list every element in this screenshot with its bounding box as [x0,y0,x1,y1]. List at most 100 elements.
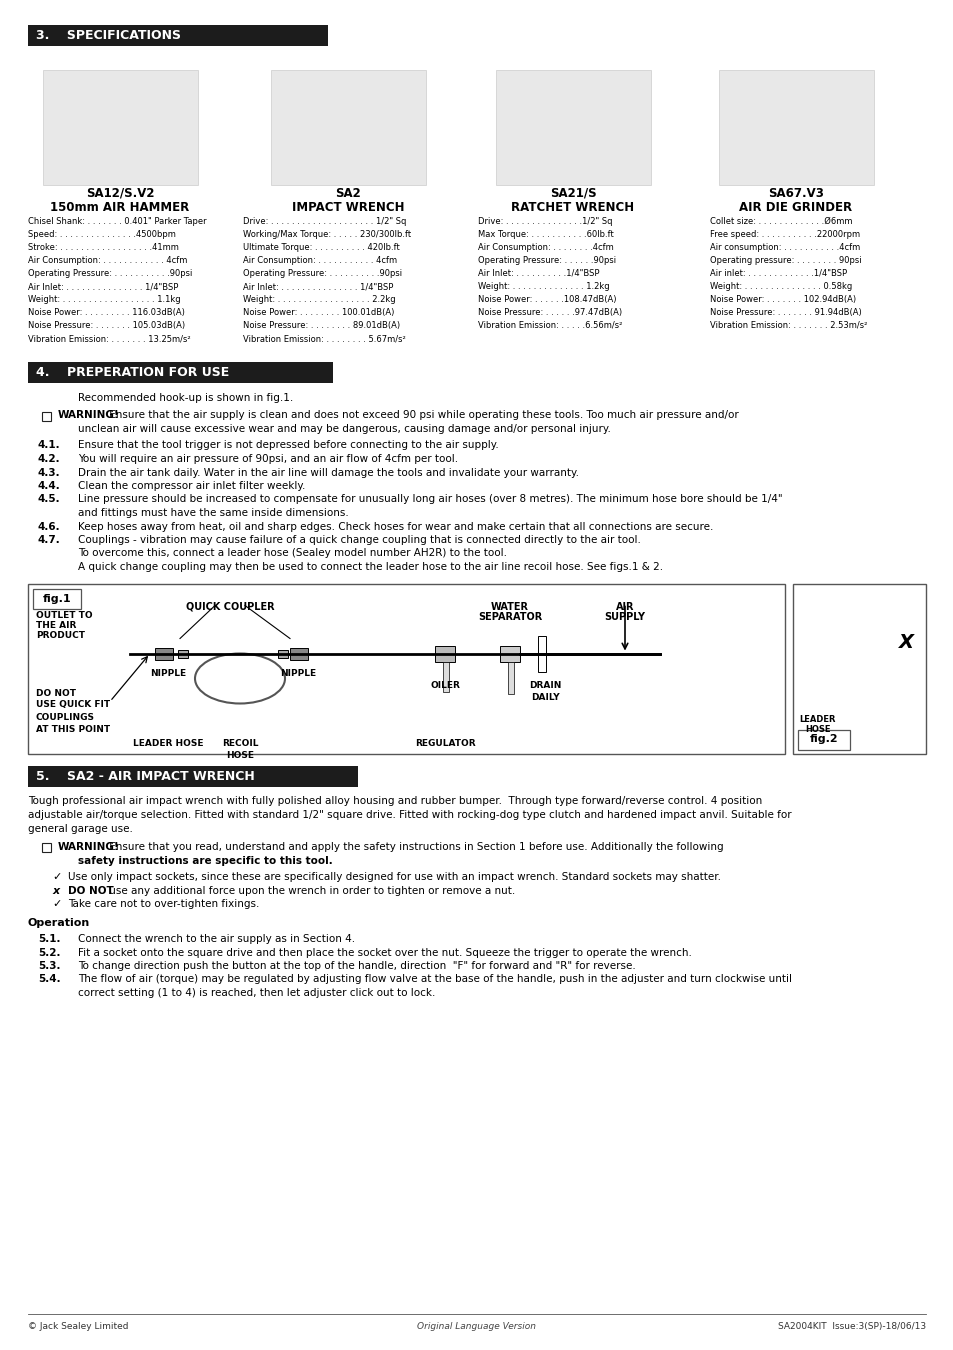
Text: 4.6.: 4.6. [38,521,61,532]
Text: x: x [52,886,59,895]
Text: Noise Power: . . . . . . . . . 116.03dB(A): Noise Power: . . . . . . . . . 116.03dB(… [28,308,185,317]
Text: WATER: WATER [491,602,529,612]
Text: Air Inlet: . . . . . . . . . .1/4"BSP: Air Inlet: . . . . . . . . . .1/4"BSP [477,269,598,278]
Bar [42,842,51,852]
Text: Fit a socket onto the square drive and then place the socket over the nut. Squee: Fit a socket onto the square drive and t… [78,948,691,957]
Text: 4.7.: 4.7. [38,535,61,545]
Text: Air Consumption: . . . . . . . . . . . . 4cfm: Air Consumption: . . . . . . . . . . . .… [28,256,187,265]
Text: Couplings - vibration may cause failure of a quick change coupling that is conne: Couplings - vibration may cause failure … [78,535,640,545]
Text: USE QUICK FIT: USE QUICK FIT [36,701,110,710]
Bar [537,636,545,671]
Text: fig.2: fig.2 [809,734,838,744]
Text: REGULATOR: REGULATOR [415,740,475,748]
Text: SA21/S: SA21/S [549,188,596,200]
Bar [43,70,198,185]
Text: LEADER HOSE: LEADER HOSE [132,740,203,748]
Bar [154,648,172,660]
Text: Weight: . . . . . . . . . . . . . . . 0.58kg: Weight: . . . . . . . . . . . . . . . 0.… [709,282,851,292]
Text: correct setting (1 to 4) is reached, then let adjuster click out to lock.: correct setting (1 to 4) is reached, the… [78,988,435,998]
Text: DAILY: DAILY [530,693,558,702]
Text: SUPPLY: SUPPLY [604,612,645,621]
Text: Ensure that you read, understand and apply the safety instructions in Section 1 : Ensure that you read, understand and app… [106,842,723,852]
Text: To change direction push the button at the top of the handle, direction  "F" for: To change direction push the button at t… [78,961,635,971]
Text: To overcome this, connect a leader hose (Sealey model number AH2R) to the tool.: To overcome this, connect a leader hose … [78,548,506,559]
Text: 5.    SA2 - AIR IMPACT WRENCH: 5. SA2 - AIR IMPACT WRENCH [36,769,254,783]
Text: Noise Pressure: . . . . . .97.47dB(A): Noise Pressure: . . . . . .97.47dB(A) [477,308,621,317]
Text: 150mm AIR HAMMER: 150mm AIR HAMMER [51,201,190,215]
Text: WARNING!: WARNING! [58,842,120,852]
Text: Vibration Emission: . . . . .6.56m/s²: Vibration Emission: . . . . .6.56m/s² [477,321,621,329]
Text: Vibration Emission: . . . . . . . . 5.67m/s²: Vibration Emission: . . . . . . . . 5.67… [243,333,405,343]
Bar [28,26,328,46]
Text: Noise Pressure: . . . . . . . 105.03dB(A): Noise Pressure: . . . . . . . 105.03dB(A… [28,321,185,329]
Text: Original Language Version: Original Language Version [417,1322,536,1331]
Bar [277,649,288,657]
Text: A quick change coupling may then be used to connect the leader hose to the air l: A quick change coupling may then be used… [78,562,662,572]
Text: NIPPLE: NIPPLE [150,668,186,678]
Text: Max Torque: . . . . . . . . . . .60lb.ft: Max Torque: . . . . . . . . . . .60lb.ft [477,230,613,239]
Text: Recommended hook-up is shown in fig.1.: Recommended hook-up is shown in fig.1. [78,393,293,404]
Text: Weight: . . . . . . . . . . . . . . . . . . 1.1kg: Weight: . . . . . . . . . . . . . . . . … [28,296,180,304]
Text: Air Consumption: . . . . . . . .4cfm: Air Consumption: . . . . . . . .4cfm [477,243,613,252]
Text: AIR: AIR [615,602,634,612]
Text: WARNING!: WARNING! [58,410,120,420]
Bar [435,645,455,662]
Bar [496,70,650,185]
Text: SA2: SA2 [335,188,360,200]
Text: RATCHET WRENCH: RATCHET WRENCH [511,201,634,215]
Text: RECOIL: RECOIL [221,740,258,748]
Text: 4.3.: 4.3. [38,467,61,478]
Text: Operating pressure: . . . . . . . . 90psi: Operating pressure: . . . . . . . . 90ps… [709,256,861,265]
Text: Air Inlet: . . . . . . . . . . . . . . . 1/4"BSP: Air Inlet: . . . . . . . . . . . . . . .… [28,282,178,292]
Text: Ensure that the air supply is clean and does not exceed 90 psi while operating t: Ensure that the air supply is clean and … [106,410,738,420]
Text: Clean the compressor air inlet filter weekly.: Clean the compressor air inlet filter we… [78,481,305,491]
Text: SEPARATOR: SEPARATOR [477,612,541,621]
Text: Air inlet: . . . . . . . . . . . . .1/4"BSP: Air inlet: . . . . . . . . . . . . .1/4"… [709,269,846,278]
Bar [28,362,333,383]
Text: OUTLET TO: OUTLET TO [36,612,92,621]
Text: Drain the air tank daily. Water in the air line will damage the tools and invali: Drain the air tank daily. Water in the a… [78,467,578,478]
Text: 5.4.: 5.4. [38,975,61,984]
Text: Drive: . . . . . . . . . . . . . . .1/2" Sq: Drive: . . . . . . . . . . . . . . .1/2"… [477,217,612,225]
Text: Take care not to over-tighten fixings.: Take care not to over-tighten fixings. [68,899,259,909]
Text: Speed: . . . . . . . . . . . . . . .4500bpm: Speed: . . . . . . . . . . . . . . .4500… [28,230,175,239]
Text: Noise Pressure: . . . . . . . 91.94dB(A): Noise Pressure: . . . . . . . 91.94dB(A) [709,308,861,317]
Text: Keep hoses away from heat, oil and sharp edges. Check hoses for wear and make ce: Keep hoses away from heat, oil and sharp… [78,521,713,532]
Bar [442,662,449,691]
Text: Line pressure should be increased to compensate for unusually long air hoses (ov: Line pressure should be increased to com… [78,494,781,505]
Text: THE AIR: THE AIR [36,621,76,630]
Text: adjustable air/torque selection. Fitted with standard 1/2" square drive. Fitted : adjustable air/torque selection. Fitted … [28,810,791,819]
Text: Noise Power: . . . . . . . 102.94dB(A): Noise Power: . . . . . . . 102.94dB(A) [709,296,855,304]
Bar [792,583,925,753]
Text: QUICK COUPLER: QUICK COUPLER [186,602,274,612]
Text: Connect the wrench to the air supply as in Section 4.: Connect the wrench to the air supply as … [78,934,355,944]
Text: PRODUCT: PRODUCT [36,632,85,640]
Text: LEADER: LEADER [799,716,836,725]
Bar [28,765,357,787]
Bar [178,649,188,657]
Bar [719,70,873,185]
Text: Drive: . . . . . . . . . . . . . . . . . . . . 1/2" Sq: Drive: . . . . . . . . . . . . . . . . .… [243,217,406,225]
Bar [290,648,308,660]
Text: DO NOT: DO NOT [68,886,113,895]
Text: Operating Pressure: . . . . . .90psi: Operating Pressure: . . . . . .90psi [477,256,616,265]
Bar [499,645,519,662]
Text: Free speed: . . . . . . . . . . .22000rpm: Free speed: . . . . . . . . . . .22000rp… [709,230,860,239]
Text: HOSE: HOSE [226,751,253,760]
Text: Operating Pressure: . . . . . . . . . . .90psi: Operating Pressure: . . . . . . . . . . … [28,269,193,278]
Text: ✓: ✓ [52,872,61,882]
Text: Air Consumption: . . . . . . . . . . . 4cfm: Air Consumption: . . . . . . . . . . . 4… [243,256,396,265]
Text: Weight: . . . . . . . . . . . . . . . . . . 2.2kg: Weight: . . . . . . . . . . . . . . . . … [243,296,395,304]
Text: Noise Power: . . . . . .108.47dB(A): Noise Power: . . . . . .108.47dB(A) [477,296,616,304]
Bar [507,662,514,694]
Text: 4.4.: 4.4. [38,481,61,491]
Text: NIPPLE: NIPPLE [279,668,315,678]
Text: Stroke: . . . . . . . . . . . . . . . . . .41mm: Stroke: . . . . . . . . . . . . . . . . … [28,243,179,252]
Text: ✓: ✓ [52,899,61,909]
Text: Noise Power: . . . . . . . . 100.01dB(A): Noise Power: . . . . . . . . 100.01dB(A) [243,308,394,317]
Text: 4.1.: 4.1. [38,440,61,451]
Text: safety instructions are specific to this tool.: safety instructions are specific to this… [78,856,333,865]
Bar [33,589,81,609]
Text: Ensure that the tool trigger is not depressed before connecting to the air suppl: Ensure that the tool trigger is not depr… [78,440,498,451]
Text: Vibration Emission: . . . . . . . 2.53m/s²: Vibration Emission: . . . . . . . 2.53m/… [709,321,866,329]
